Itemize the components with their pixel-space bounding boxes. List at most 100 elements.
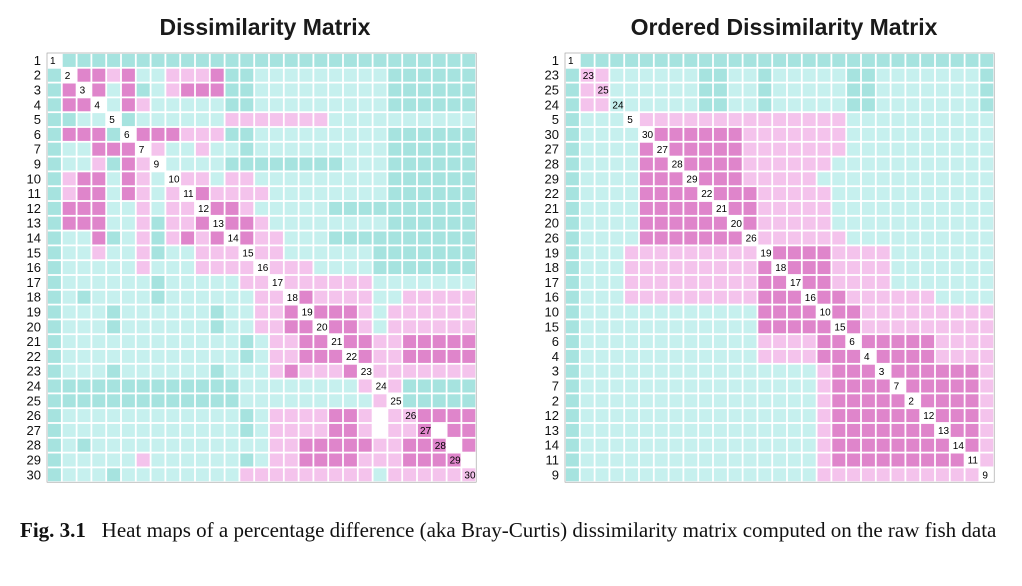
left-heatmap-cell [92,142,106,156]
right-heatmap-cell [699,349,713,363]
left-heatmap-cell [62,349,76,363]
left-heatmap-cell [210,349,224,363]
right-heatmap-cell [861,68,875,82]
left-diagonal-label: 23 [361,367,373,378]
right-row-label: 12 [545,408,559,423]
left-heatmap-cell [255,127,269,141]
right-heatmap-cell [580,157,594,171]
right-heatmap-cell [921,394,935,408]
left-heatmap-cell [314,409,328,423]
right-heatmap-cell [654,290,668,304]
right-heatmap-cell [610,335,624,349]
right-heatmap-cell [639,364,653,378]
right-heatmap-cell [832,438,846,452]
right-heatmap-cell [935,68,949,82]
right-heatmap-cell [980,423,994,437]
left-heatmap-cell [166,320,180,334]
right-heatmap-cell [891,290,905,304]
left-diagonal-label: 16 [257,263,269,274]
left-heatmap-cell [62,261,76,275]
left-heatmap-cell [62,364,76,378]
left-heatmap-cell [462,305,476,319]
left-heatmap-cell [62,468,76,482]
right-heatmap-cell [639,468,653,482]
left-heatmap-cell [269,142,283,156]
right-heatmap-cell [832,261,846,275]
left-diagonal-label: 14 [228,234,240,245]
right-heatmap-cell [832,275,846,289]
left-heatmap-cell [255,113,269,127]
left-heatmap-cell [225,187,239,201]
right-heatmap-cell [876,468,890,482]
right-heatmap-cell [654,142,668,156]
right-heatmap-cell [684,157,698,171]
right-heatmap-cell [595,453,609,467]
left-heatmap-cell [225,53,239,67]
left-heatmap-cell [136,409,150,423]
right-heatmap-cell [980,216,994,230]
left-heatmap-cell [77,142,91,156]
left-heatmap-cell [62,68,76,82]
right-heatmap-cell [980,335,994,349]
right-heatmap-cell [891,438,905,452]
right-heatmap-cell [625,113,639,127]
right-heatmap-cell [950,231,964,245]
left-heatmap-cell [299,142,313,156]
left-heatmap-cell [299,305,313,319]
left-heatmap-cell [62,290,76,304]
left-heatmap-cell [299,68,313,82]
left-heatmap-cell [388,409,402,423]
right-heatmap-cell [891,379,905,393]
right-heatmap-cell [802,423,816,437]
right-heatmap-cell [669,187,683,201]
right-diagonal-label: 6 [849,337,855,348]
left-heatmap-cell [373,53,387,67]
left-heatmap-cell [269,438,283,452]
left-heatmap-cell [62,142,76,156]
right-heatmap-cell [669,275,683,289]
right-heatmap-cell [565,453,579,467]
left-heatmap-cell [107,423,121,437]
left-heatmap-cell [269,364,283,378]
left-heatmap-cell [225,142,239,156]
right-heatmap-cell [832,394,846,408]
left-heatmap-cell [447,379,461,393]
left-heatmap-cell [255,157,269,171]
right-heatmap-cell [684,201,698,215]
right-heatmap-cell [654,157,668,171]
right-heatmap-cell [728,53,742,67]
left-heatmap-cell [388,113,402,127]
left-heatmap-cell [136,275,150,289]
left-heatmap-cell [314,246,328,260]
left-heatmap-cell [77,53,91,67]
left-heatmap-cell [358,53,372,67]
right-heatmap-cell [876,364,890,378]
right-heatmap-cell [861,364,875,378]
right-heatmap-cell [832,409,846,423]
left-heatmap-cell [151,113,165,127]
left-heatmap-cell [136,201,150,215]
right-heatmap-cell [713,231,727,245]
right-heatmap-cell [935,379,949,393]
right-heatmap-cell [625,261,639,275]
left-heatmap-cell [432,275,446,289]
right-heatmap-cell [713,98,727,112]
left-heatmap-cell [181,201,195,215]
left-row-label: 16 [27,260,41,275]
right-heatmap-cell [684,187,698,201]
right-heatmap-cell [743,83,757,97]
right-heatmap-cell [625,320,639,334]
right-heatmap-cell [832,127,846,141]
right-heatmap-cell [980,231,994,245]
left-heatmap-cell [314,201,328,215]
left-heatmap-cell [343,98,357,112]
right-heatmap-cell [817,231,831,245]
right-heatmap-cell [610,157,624,171]
right-heatmap-cell [787,98,801,112]
right-heatmap-cell [639,394,653,408]
right-heatmap-cell [935,423,949,437]
right-heatmap-cell [847,157,861,171]
right-heatmap-cell [743,261,757,275]
right-heatmap-cell [565,275,579,289]
left-heatmap-cell [417,231,431,245]
